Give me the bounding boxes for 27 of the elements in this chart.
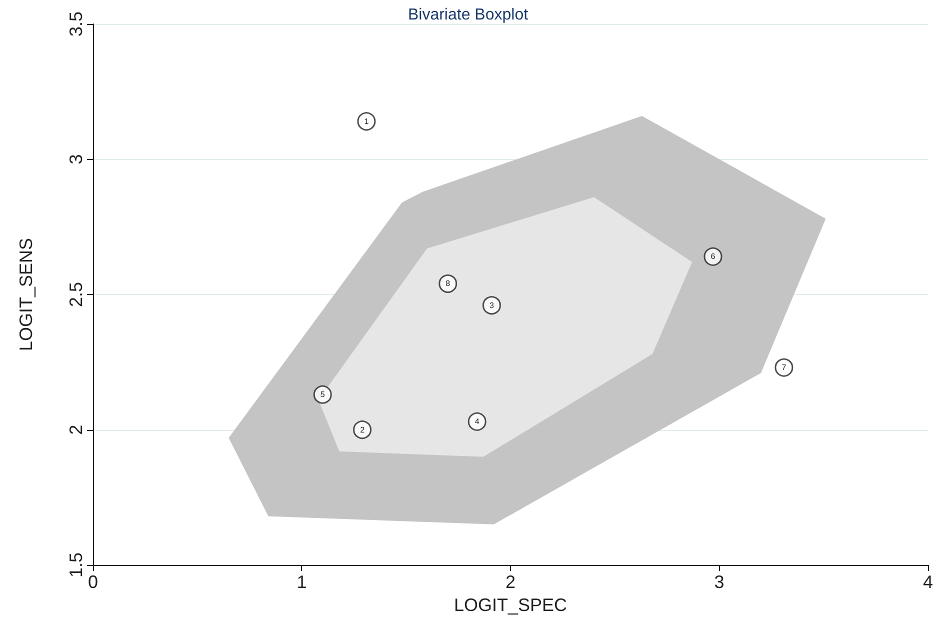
x-tick-label: 4 <box>922 572 933 592</box>
annotation: 7 <box>782 363 787 372</box>
y-tick-label: 3.5 <box>66 11 86 37</box>
point <box>313 385 332 404</box>
y-tick-label: 3 <box>66 154 86 164</box>
annotation: 1 <box>364 116 370 126</box>
x-tick-label: 0 <box>88 572 98 592</box>
annotation: 4 <box>474 417 480 426</box>
point <box>353 420 372 439</box>
y-axis-title: LOGIT_SENS <box>16 238 36 352</box>
point <box>482 296 501 315</box>
y-tick-label: 2.5 <box>66 282 86 308</box>
x-axis-title: LOGIT_SPEC <box>454 594 568 615</box>
annotation: 3 <box>489 300 494 310</box>
annotation: 6 <box>710 252 716 262</box>
point <box>704 247 722 266</box>
x-tick-label: 1 <box>296 572 307 592</box>
point <box>468 412 486 431</box>
y-tick-label: 1.5 <box>66 552 86 578</box>
annotation: 5 <box>320 390 326 400</box>
chart-title: Bivariate Boxplot <box>408 6 529 24</box>
x-tick-label: 2 <box>505 572 516 592</box>
x-tick-label: 3 <box>714 572 724 592</box>
y-tick-label: 2 <box>66 424 86 435</box>
annotation: 8 <box>446 279 451 288</box>
point <box>438 274 458 293</box>
annotation: 2 <box>360 425 366 434</box>
